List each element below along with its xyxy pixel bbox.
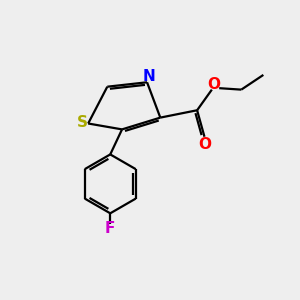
Text: S: S — [77, 115, 88, 130]
Text: O: O — [208, 77, 221, 92]
Text: F: F — [105, 221, 116, 236]
Text: N: N — [142, 69, 155, 84]
Text: O: O — [198, 136, 211, 152]
